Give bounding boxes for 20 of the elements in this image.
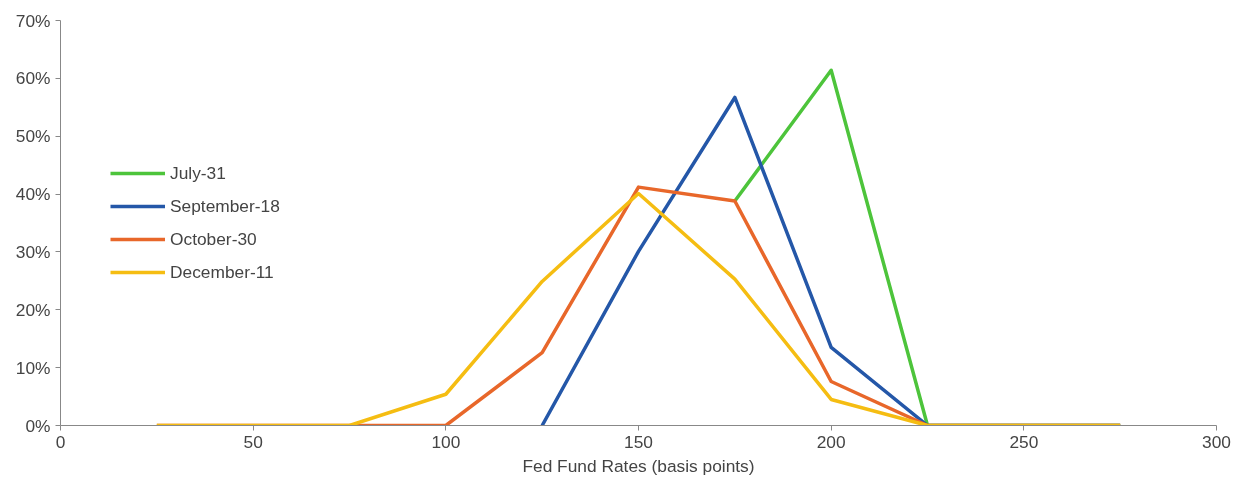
- legend-label: October-30: [170, 228, 257, 250]
- y-tick-label: 60%: [15, 68, 51, 89]
- legend-label: July-31: [170, 162, 226, 184]
- x-tick-label: 50: [243, 431, 263, 452]
- legend-label: September-18: [170, 195, 280, 217]
- x-tick-label: 250: [1009, 431, 1039, 452]
- legend-label: December-11: [170, 261, 274, 283]
- y-tick-label: 10%: [15, 357, 51, 378]
- x-tick-label: 100: [431, 431, 461, 452]
- y-tick-label: 0%: [25, 415, 51, 436]
- x-axis-title: Fed Fund Rates (basis points): [522, 455, 755, 476]
- y-tick-label: 70%: [15, 10, 51, 31]
- x-tick-label: 300: [1202, 431, 1231, 452]
- y-tick-label: 40%: [15, 184, 51, 205]
- y-tick-label: 30%: [15, 241, 51, 262]
- x-tick-label: 150: [624, 431, 653, 452]
- y-tick-label: 50%: [15, 126, 51, 147]
- x-tick-label: 200: [816, 431, 846, 452]
- y-tick-label: 20%: [15, 299, 51, 320]
- x-tick-label: 0: [55, 431, 66, 452]
